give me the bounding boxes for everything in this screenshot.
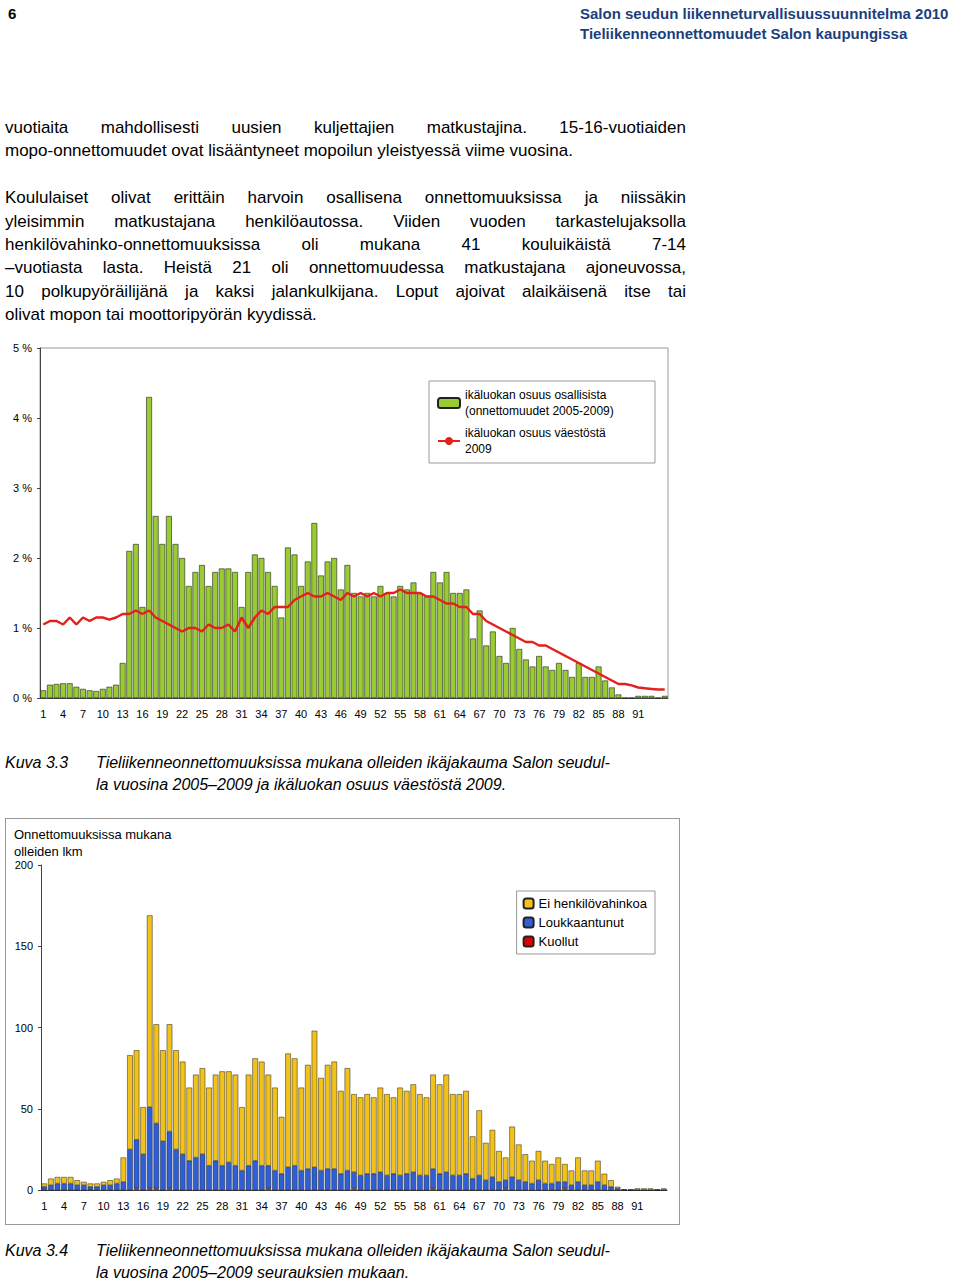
svg-text:61: 61	[434, 1200, 446, 1212]
svg-text:31: 31	[235, 708, 247, 720]
svg-text:25: 25	[196, 708, 208, 720]
svg-text:ikäluokan osuus osallisista: ikäluokan osuus osallisista	[465, 388, 610, 402]
html-text:Tieliikenneonnettomuuksissa mu: Tieliikenneonnettomuuksissa mukana ollei…	[96, 1242, 610, 1259]
svg-text:91: 91	[632, 708, 644, 720]
svg-text:37: 37	[275, 708, 287, 720]
svg-text:70: 70	[493, 708, 505, 720]
svg-text:4: 4	[61, 1200, 67, 1212]
svg-text:79: 79	[553, 708, 565, 720]
svg-text:88: 88	[611, 1200, 623, 1212]
svg-text:46: 46	[335, 708, 347, 720]
svg-text:43: 43	[315, 708, 327, 720]
svg-text:2 %: 2 %	[13, 552, 32, 564]
svg-text:1: 1	[41, 1200, 47, 1212]
svg-text:16: 16	[136, 708, 148, 720]
svg-text:4: 4	[60, 708, 66, 720]
svg-text:7: 7	[81, 1200, 87, 1212]
svg-text:0 %: 0 %	[13, 692, 32, 704]
svg-text:19: 19	[157, 1200, 169, 1212]
svg-text:19: 19	[156, 708, 168, 720]
svg-text:64: 64	[454, 708, 466, 720]
svg-text:52: 52	[374, 1200, 386, 1212]
html-text:–vuotiasta lasta. Heistä 21 ol: –vuotiasta lasta. Heistä 21 oli onnettom…	[5, 258, 686, 278]
html-text:10 polkupyöräilijänä ja kaksi: 10 polkupyöräilijänä ja kaksi jalankulki…	[5, 281, 686, 301]
svg-text:34: 34	[256, 1200, 268, 1212]
svg-text:150: 150	[15, 940, 33, 952]
svg-text:34: 34	[255, 708, 267, 720]
svg-text:43: 43	[315, 1200, 327, 1212]
html-text:Kuva 3.4: Kuva 3.4	[5, 1242, 69, 1259]
svg-text:73: 73	[513, 708, 525, 720]
svg-text:13: 13	[117, 708, 129, 720]
svg-text:28: 28	[216, 708, 228, 720]
svg-text:13: 13	[117, 1200, 129, 1212]
svg-text:40: 40	[295, 708, 307, 720]
html-text:Koululaiset olivat erittäin ha: Koululaiset olivat erittäin harvoin osal…	[5, 188, 686, 208]
html-text:yleisimmin matkustajana henkil: yleisimmin matkustajana henkilöautossa. …	[5, 211, 686, 231]
html-text:mopo-onnettomuudet ovat lisään: mopo-onnettomuudet ovat lisääntyneet mop…	[5, 141, 573, 161]
svg-text:37: 37	[275, 1200, 287, 1212]
svg-text:28: 28	[216, 1200, 228, 1212]
svg-text:200: 200	[15, 859, 33, 871]
svg-text:Onnettomuuksissa mukana: Onnettomuuksissa mukana	[14, 827, 175, 842]
svg-text:58: 58	[414, 1200, 426, 1212]
svg-text:85: 85	[592, 708, 604, 720]
svg-text:1 %: 1 %	[13, 622, 32, 634]
svg-text:50: 50	[21, 1103, 33, 1115]
svg-text:67: 67	[473, 1200, 485, 1212]
svg-text:85: 85	[592, 1200, 604, 1212]
svg-text:58: 58	[414, 708, 426, 720]
svg-text:22: 22	[177, 1200, 189, 1212]
svg-text:61: 61	[434, 708, 446, 720]
svg-text:Loukkaantunut: Loukkaantunut	[539, 915, 625, 930]
html-text:Salon seudun liikenneturvallis: Salon seudun liikenneturvallisuussuunnit…	[580, 5, 949, 22]
svg-text:55: 55	[394, 1200, 406, 1212]
svg-text:22: 22	[176, 708, 188, 720]
svg-text:7: 7	[80, 708, 86, 720]
svg-text:49: 49	[354, 1200, 366, 1212]
svg-text:64: 64	[453, 1200, 465, 1212]
svg-text:88: 88	[612, 708, 624, 720]
svg-text:40: 40	[295, 1200, 307, 1212]
svg-text:82: 82	[572, 1200, 584, 1212]
html-text:henkilövahinko-onnettomuuksiss: henkilövahinko-onnettomuuksissa oli muka…	[5, 235, 686, 254]
html-text:la vuosina 2005–2009 ja ikäluo: la vuosina 2005–2009 ja ikäluokan osuus …	[96, 776, 507, 793]
svg-text:49: 49	[354, 708, 366, 720]
html-text:6: 6	[8, 5, 17, 22]
svg-text:91: 91	[631, 1200, 643, 1212]
svg-text:10: 10	[97, 1200, 109, 1212]
svg-text:79: 79	[552, 1200, 564, 1212]
svg-text:70: 70	[493, 1200, 505, 1212]
svg-text:olleiden lkm: olleiden lkm	[14, 844, 83, 859]
svg-text:67: 67	[473, 708, 485, 720]
svg-text:Kuollut: Kuollut	[539, 934, 579, 949]
svg-text:52: 52	[374, 708, 386, 720]
html-text:olivat mopon tai moottoripyörä: olivat mopon tai moottoripyörän kyydissä…	[5, 305, 317, 325]
svg-text:25: 25	[196, 1200, 208, 1212]
svg-text:100: 100	[15, 1022, 33, 1034]
svg-text:76: 76	[532, 1200, 544, 1212]
svg-text:3 %: 3 %	[13, 482, 32, 494]
svg-text:0: 0	[27, 1184, 33, 1196]
svg-text:31: 31	[236, 1200, 248, 1212]
svg-text:1: 1	[40, 708, 46, 720]
svg-text:76: 76	[533, 708, 545, 720]
html-text:vuotiaita mahdollisesti uusien: vuotiaita mahdollisesti uusien kuljettaj…	[5, 118, 686, 137]
html-text:Tieliikenneonnettomuuksissa mu: Tieliikenneonnettomuuksissa mukana ollei…	[96, 754, 610, 771]
svg-text:10: 10	[97, 708, 109, 720]
svg-text:Ei henkilövahinkoa: Ei henkilövahinkoa	[539, 896, 648, 911]
svg-text:4 %: 4 %	[13, 412, 32, 424]
svg-text:82: 82	[573, 708, 585, 720]
svg-text:(onnettomuudet 2005-2009): (onnettomuudet 2005-2009)	[465, 404, 614, 418]
svg-text:55: 55	[394, 708, 406, 720]
svg-text:73: 73	[513, 1200, 525, 1212]
html-text:Kuva 3.3: Kuva 3.3	[5, 754, 69, 771]
svg-text:16: 16	[137, 1200, 149, 1212]
svg-text:5 %: 5 %	[13, 342, 32, 354]
svg-text:46: 46	[335, 1200, 347, 1212]
svg-text:2009: 2009	[465, 442, 492, 456]
svg-text:ikäluokan osuus väestöstä: ikäluokan osuus väestöstä	[465, 426, 609, 440]
html-text:Tieliikenneonnettomuudet Salon: Tieliikenneonnettomuudet Salon kaupungis…	[580, 25, 908, 42]
